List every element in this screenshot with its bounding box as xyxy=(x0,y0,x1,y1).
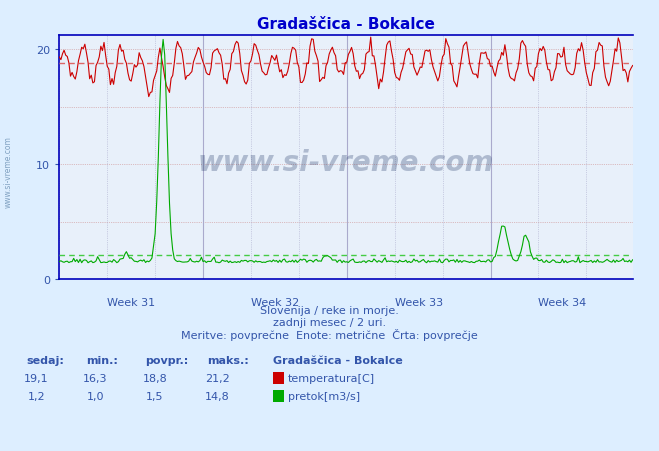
Text: 1,2: 1,2 xyxy=(28,391,45,401)
Text: www.si-vreme.com: www.si-vreme.com xyxy=(3,135,13,207)
Text: 14,8: 14,8 xyxy=(205,391,230,401)
Text: Week 33: Week 33 xyxy=(395,298,443,308)
Text: Week 32: Week 32 xyxy=(251,298,299,308)
Text: Meritve: povprečne  Enote: metrične  Črta: povprečje: Meritve: povprečne Enote: metrične Črta:… xyxy=(181,328,478,340)
Text: min.:: min.: xyxy=(86,355,117,365)
Text: sedaj:: sedaj: xyxy=(26,355,64,365)
Text: zadnji mesec / 2 uri.: zadnji mesec / 2 uri. xyxy=(273,318,386,327)
Text: pretok[m3/s]: pretok[m3/s] xyxy=(288,391,360,401)
Text: temperatura[C]: temperatura[C] xyxy=(288,373,375,383)
Text: Slovenija / reke in morje.: Slovenija / reke in morje. xyxy=(260,305,399,315)
Text: Week 31: Week 31 xyxy=(107,298,156,308)
Text: 19,1: 19,1 xyxy=(24,373,49,383)
Text: 16,3: 16,3 xyxy=(83,373,108,383)
Text: maks.:: maks.: xyxy=(208,355,249,365)
Text: 1,5: 1,5 xyxy=(146,391,163,401)
Text: povpr.:: povpr.: xyxy=(145,355,188,365)
Title: Gradaščica - Bokalce: Gradaščica - Bokalce xyxy=(257,17,435,32)
Text: Week 34: Week 34 xyxy=(538,298,587,308)
Text: 1,0: 1,0 xyxy=(87,391,104,401)
Text: 21,2: 21,2 xyxy=(205,373,230,383)
Text: 18,8: 18,8 xyxy=(142,373,167,383)
Text: www.si-vreme.com: www.si-vreme.com xyxy=(198,149,494,177)
Text: Gradaščica - Bokalce: Gradaščica - Bokalce xyxy=(273,355,403,365)
